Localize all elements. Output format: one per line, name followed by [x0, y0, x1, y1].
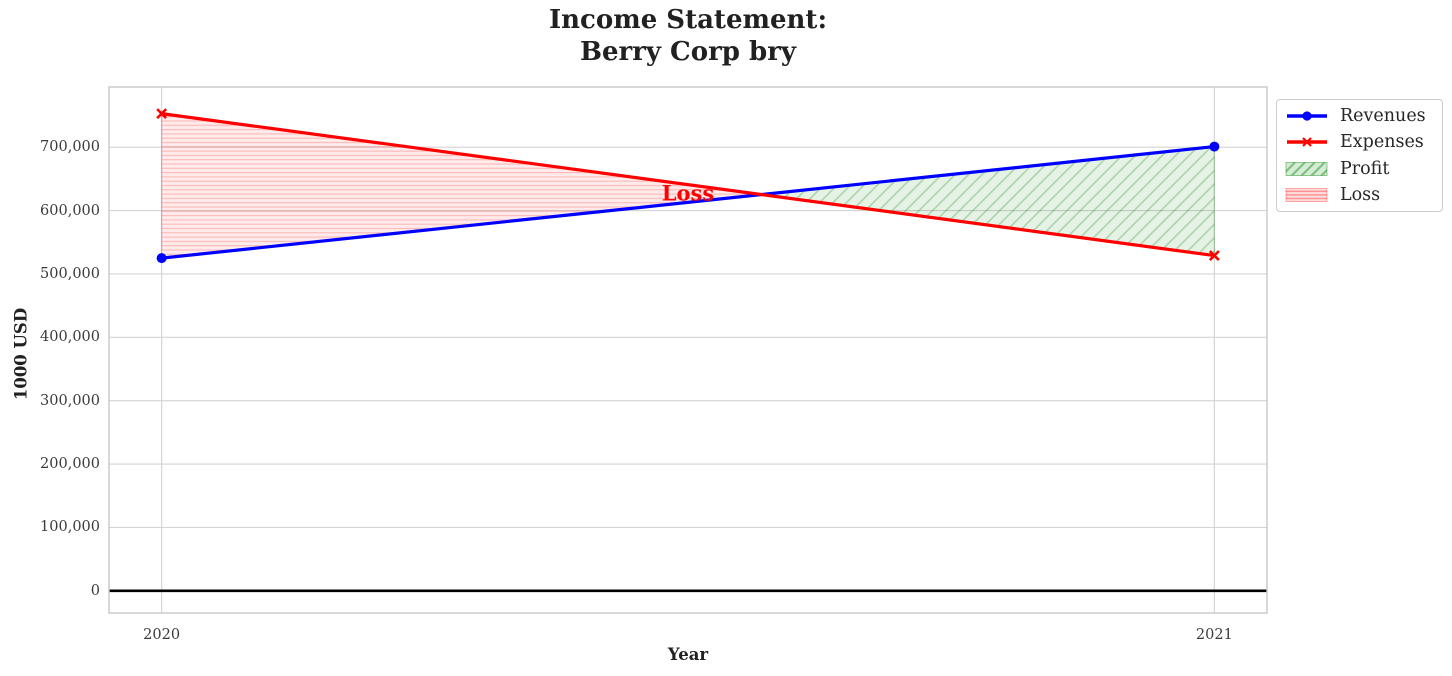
legend-label-profit: Profit: [1340, 158, 1390, 179]
x-tick-label: 2020: [143, 627, 181, 643]
legend-item-revenues: Revenues: [1285, 103, 1434, 129]
expenses-point-marker: [156, 108, 168, 120]
expenses-line: [160, 112, 1216, 258]
y-tick-label: 500,000: [40, 265, 100, 282]
x-axis-label: Year: [667, 645, 709, 664]
plot-border: [108, 86, 1268, 614]
chart-title-line1: Income Statement:: [548, 5, 828, 35]
chart-title-line2: Berry Corp bry: [579, 37, 797, 67]
y-tick-label: 300,000: [40, 392, 100, 409]
y-tick-label: 600,000: [40, 202, 100, 219]
loss-annotation: Loss: [661, 180, 715, 206]
expenses-line-icon: [1287, 137, 1327, 147]
loss-hatch-icon: [1285, 188, 1328, 203]
y-tick-label: 400,000: [40, 329, 100, 346]
revenues-point-marker: [1209, 141, 1220, 152]
y-axis-label: 1000 USD: [11, 307, 31, 401]
legend-item-loss: Loss: [1285, 182, 1434, 208]
chart-title: Income Statement: Berry Corp bry: [109, 4, 1267, 68]
legend-item-profit: Profit: [1285, 156, 1434, 182]
revenues-line: [160, 144, 1216, 260]
x-tick-label: 2021: [1195, 627, 1233, 643]
y-tick-label: 100,000: [40, 519, 100, 536]
legend-label-loss: Loss: [1340, 185, 1381, 206]
y-tick-label: 200,000: [40, 456, 100, 473]
y-tick-label: 0: [90, 582, 100, 599]
legend: Revenues Expenses Profit Loss: [1276, 99, 1443, 212]
legend-label-revenues: Revenues: [1340, 105, 1426, 126]
series-lines: [156, 108, 1220, 264]
legend-label-expenses: Expenses: [1340, 132, 1424, 153]
expenses-point-marker: [1208, 250, 1220, 261]
legend-item-expenses: Expenses: [1285, 129, 1434, 155]
profit-hatch-icon: [1285, 161, 1328, 176]
revenues-point-marker: [156, 253, 167, 264]
revenues-line-icon: [1287, 110, 1327, 121]
profit-area: [761, 146, 1215, 257]
y-tick-label: 700,000: [40, 139, 100, 156]
plot-spines: [108, 86, 1268, 614]
